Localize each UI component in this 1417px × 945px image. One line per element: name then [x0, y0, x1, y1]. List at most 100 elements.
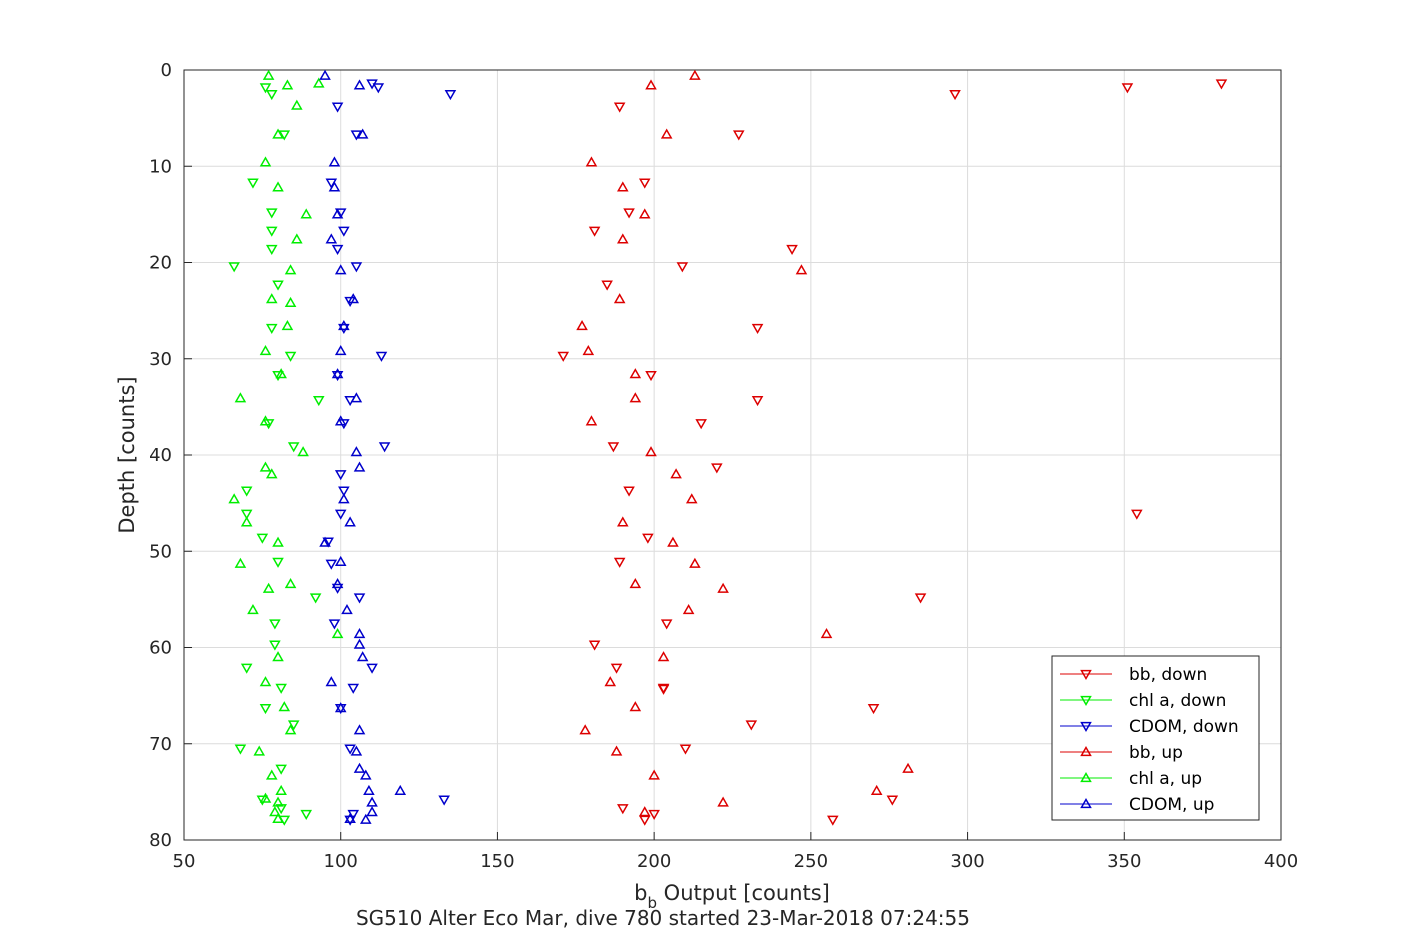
- data-point: [281, 320, 294, 331]
- data-point: [325, 676, 338, 687]
- data-point: [240, 663, 253, 674]
- y-tick-label: 50: [149, 541, 172, 562]
- data-point: [284, 351, 297, 362]
- data-point: [366, 806, 378, 817]
- legend-item: chl a, down: [1060, 691, 1226, 711]
- y-tick-label: 70: [149, 734, 172, 755]
- data-point: [256, 795, 269, 806]
- data-point: [312, 396, 325, 407]
- data-point: [347, 293, 360, 304]
- data-point: [914, 593, 927, 604]
- data-point: [278, 130, 291, 141]
- data-point: [617, 233, 629, 244]
- data-point: [259, 83, 272, 94]
- data-point: [751, 396, 764, 407]
- data-point: [657, 651, 670, 662]
- y-tick-label: 60: [149, 638, 172, 659]
- data-point: [331, 368, 344, 379]
- data-point: [247, 178, 259, 189]
- legend-item: bb, up: [1060, 743, 1183, 763]
- data-point: [353, 762, 366, 773]
- data-point: [334, 470, 347, 481]
- data-point: [272, 370, 284, 382]
- data-point: [657, 684, 670, 695]
- data-point: [234, 744, 247, 755]
- data-point: [247, 603, 259, 615]
- data-point: [287, 720, 300, 731]
- data-point: [438, 795, 450, 806]
- data-point: [1215, 79, 1228, 90]
- data-point: [350, 745, 363, 756]
- data-point: [670, 468, 682, 479]
- data-point: [645, 370, 657, 382]
- legend-label: bb, down: [1129, 665, 1207, 685]
- data-point: [685, 493, 698, 504]
- data-point: [331, 244, 344, 256]
- data-point: [269, 640, 281, 651]
- data-point: [588, 226, 601, 237]
- data-point: [334, 208, 347, 219]
- data-point: [717, 796, 729, 807]
- data-point: [870, 784, 883, 796]
- data-point: [732, 130, 745, 141]
- data-point: [648, 769, 660, 780]
- data-point: [275, 368, 287, 379]
- data-point: [284, 724, 297, 735]
- data-point: [613, 557, 626, 568]
- data-point: [617, 804, 629, 815]
- data-point: [259, 676, 272, 687]
- data-point: [786, 244, 798, 256]
- data-point: [623, 486, 635, 497]
- legend-item: CDOM, down: [1060, 717, 1239, 737]
- x-tick-label: 200: [637, 851, 671, 872]
- x-tick-label: 100: [324, 851, 358, 872]
- data-point: [645, 446, 657, 457]
- data-point: [679, 744, 692, 755]
- data-point: [717, 582, 729, 593]
- data-point: [613, 102, 626, 113]
- legend-marker: [1080, 745, 1092, 757]
- data-point: [347, 683, 360, 694]
- data-point: [610, 663, 623, 674]
- data-point: [325, 559, 338, 570]
- data-point: [356, 651, 369, 662]
- data-point: [359, 813, 372, 824]
- y-tick-label: 30: [149, 349, 172, 370]
- data-point: [610, 745, 623, 756]
- x-axis-label-rest: Output [counts]: [657, 881, 830, 905]
- data-point: [338, 493, 350, 504]
- data-point: [820, 628, 833, 639]
- data-point: [344, 812, 356, 823]
- data-point: [275, 764, 287, 775]
- legend-item: CDOM, up: [1060, 795, 1214, 815]
- data-point: [240, 509, 253, 520]
- data-point: [262, 419, 275, 430]
- data-point: [344, 516, 356, 527]
- data-point: [272, 796, 284, 807]
- data-point: [334, 702, 347, 713]
- data-point: [240, 486, 253, 497]
- legend-label: bb, up: [1129, 743, 1183, 763]
- data-point: [259, 461, 272, 472]
- data-point: [265, 468, 278, 479]
- legend: bb, down chl a, down CDOM, down bb, up chl a…: [1051, 655, 1260, 821]
- data-point: [582, 345, 595, 356]
- data-point: [576, 320, 588, 331]
- legend-label: CDOM, up: [1129, 795, 1214, 815]
- x-axis-label-main: b: [634, 881, 647, 905]
- data-point: [356, 128, 369, 139]
- data-point: [886, 795, 899, 806]
- y-tick-label: 40: [149, 445, 172, 466]
- data-point: [334, 509, 347, 520]
- data-point: [259, 792, 272, 803]
- data-point: [272, 280, 284, 291]
- data-point: [579, 724, 591, 735]
- data-point: [751, 323, 764, 334]
- data-point: [638, 178, 651, 189]
- x-axis-label: bb Output [counts]: [634, 881, 830, 912]
- data-point: [334, 415, 347, 426]
- x-axis-label-subscript: b: [647, 894, 657, 912]
- data-point: [353, 79, 366, 90]
- data-point: [259, 415, 272, 426]
- series-0: [557, 79, 1228, 826]
